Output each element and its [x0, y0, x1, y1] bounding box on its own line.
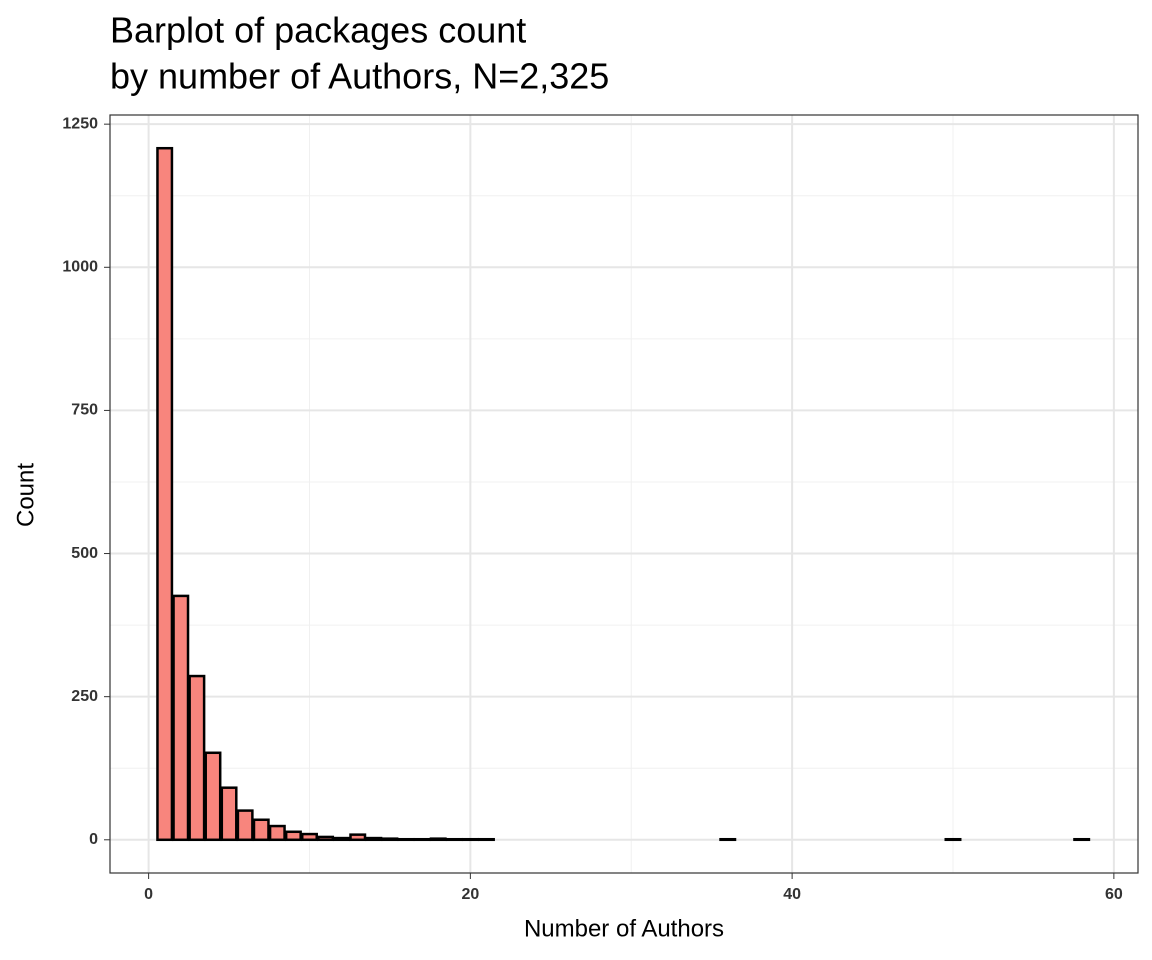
bar — [300, 832, 318, 842]
bar — [477, 837, 495, 842]
bar — [413, 837, 431, 842]
y-tick-label: 1250 — [62, 115, 98, 132]
bar — [220, 786, 238, 842]
y-tick-label: 750 — [71, 402, 98, 419]
bar — [333, 836, 351, 842]
bar — [397, 837, 415, 842]
y-tick-label: 1000 — [62, 259, 98, 276]
x-axis-label: Number of Authors — [524, 915, 724, 942]
bar — [284, 830, 302, 842]
bar — [156, 146, 174, 842]
y-axis-label: Count — [12, 463, 39, 527]
bar — [349, 833, 367, 842]
bar — [172, 594, 190, 842]
x-tick-label: 20 — [461, 886, 479, 903]
bar — [461, 837, 479, 842]
bar — [719, 837, 737, 842]
y-tick-label: 250 — [71, 688, 98, 705]
bar — [268, 824, 286, 842]
bar — [365, 836, 383, 842]
x-tick-label: 60 — [1105, 886, 1123, 903]
chart-title: Barplot of packages count — [110, 10, 526, 51]
bar — [429, 837, 447, 842]
x-tick-label: 40 — [783, 886, 801, 903]
y-tick-label: 0 — [89, 831, 98, 848]
plot-border — [109, 114, 1139, 874]
chart-title: by number of Authors, N=2,325 — [110, 56, 609, 97]
y-tick-label: 500 — [71, 545, 98, 562]
bar — [445, 837, 463, 842]
bar — [252, 818, 270, 842]
bar — [381, 837, 399, 842]
bar — [317, 835, 335, 842]
bar — [1073, 837, 1091, 842]
x-tick-label: 0 — [144, 886, 153, 903]
bar — [944, 837, 962, 842]
bar — [236, 809, 254, 842]
bar — [204, 751, 222, 842]
bar — [188, 674, 206, 842]
